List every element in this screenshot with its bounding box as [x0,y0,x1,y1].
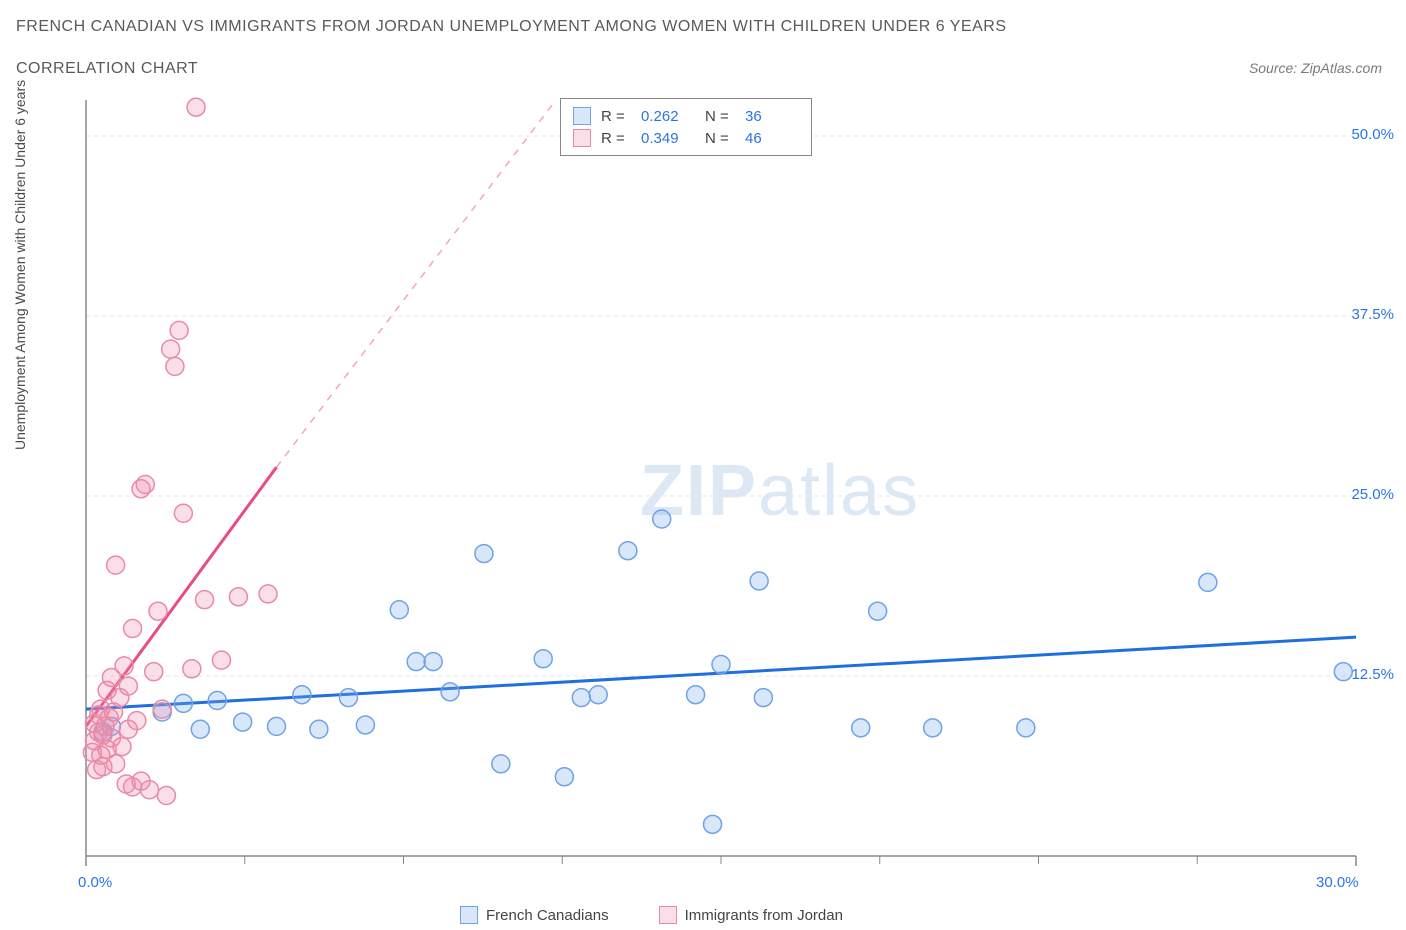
y-tick-label: 25.0% [1351,486,1394,503]
y-axis-label: Unemployment Among Women with Children U… [12,80,28,450]
legend-label: French Canadians [486,907,609,924]
info-row: R = 0.349 N = 46 [573,127,799,149]
legend-item: French Canadians [460,906,609,924]
y-tick-label: 50.0% [1351,126,1394,143]
source-label: Source: ZipAtlas.com [1249,60,1382,76]
bottom-legend: French Canadians Immigrants from Jordan [460,906,843,924]
chart-title-main: FRENCH CANADIAN VS IMMIGRANTS FROM JORDA… [16,18,1006,36]
r-label: R = [601,108,631,125]
x-tick-label: 0.0% [78,874,112,891]
legend-label: Immigrants from Jordan [685,907,843,924]
n-value: 46 [745,130,799,147]
n-label: N = [705,130,735,147]
info-row: R = 0.262 N = 36 [573,105,799,127]
y-tick-label: 37.5% [1351,306,1394,323]
chart-area [60,92,1380,880]
r-value: 0.349 [641,130,695,147]
correlation-info-box: R = 0.262 N = 36 R = 0.349 N = 46 [560,98,812,156]
legend-item: Immigrants from Jordan [659,906,843,924]
r-label: R = [601,130,631,147]
n-label: N = [705,108,735,125]
n-value: 36 [745,108,799,125]
series-swatch [573,129,591,147]
chart-title-sub: CORRELATION CHART [16,60,198,78]
r-value: 0.262 [641,108,695,125]
y-tick-label: 12.5% [1351,666,1394,683]
series-swatch [460,906,478,924]
series-swatch [573,107,591,125]
x-tick-label: 30.0% [1316,874,1359,891]
series-swatch [659,906,677,924]
scatter-chart-svg [60,92,1380,880]
